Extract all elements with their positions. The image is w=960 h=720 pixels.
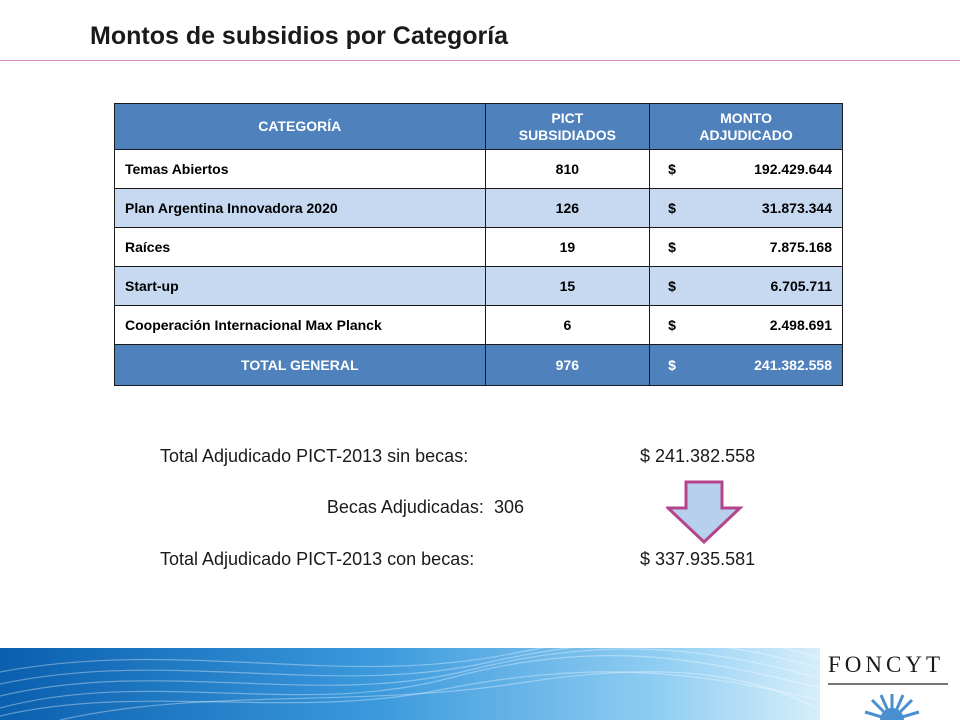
currency-symbol: $ [668, 200, 676, 216]
down-arrow-icon [666, 480, 744, 544]
total-amount: $241.382.558 [649, 344, 843, 386]
table-row: Raíces 19 $7.875.168 [114, 227, 843, 267]
summary-con-becas-label: Total Adjudicado PICT-2013 con becas: [160, 549, 475, 569]
page-title: Montos de subsidios por Categoría [90, 22, 509, 50]
summary-becas-label: Becas Adjudicadas: [326, 497, 484, 517]
title-divider [0, 60, 960, 61]
total-pict: 976 [484, 344, 651, 386]
currency-symbol: $ [668, 239, 676, 255]
currency-symbol: $ [668, 161, 676, 177]
row-amount: $7.875.168 [649, 227, 843, 267]
logo-subtitle-line [828, 683, 948, 685]
summary-sin-becas-value: $ 241.382.558 [640, 446, 756, 466]
row-pict: 810 [484, 149, 651, 189]
summary-sin-becas-label: Total Adjudicado PICT-2013 sin becas: [160, 446, 469, 466]
row-pict: 6 [484, 305, 651, 345]
summary-becas: Becas Adjudicadas: 306 [327, 497, 524, 518]
currency-symbol: $ [668, 317, 676, 333]
row-amount: $6.705.711 [649, 266, 843, 306]
row-pict: 15 [484, 266, 651, 306]
summary-becas-value: 306 [493, 497, 524, 517]
row-category: Start-up [114, 266, 486, 306]
row-category: Cooperación Internacional Max Planck [114, 305, 486, 345]
logo-text: FONCYT [828, 652, 945, 677]
header-monto: MONTO ADJUDICADO [649, 103, 843, 150]
decorative-wave-banner [0, 648, 820, 720]
row-category: Raíces [114, 227, 486, 267]
row-pict: 19 [484, 227, 651, 267]
currency-symbol: $ [668, 278, 676, 294]
header-category: CATEGORÍA [114, 103, 486, 150]
header-pict: PICT SUBSIDIADOS [484, 103, 651, 150]
table-row: Temas Abiertos 810 $192.429.644 [114, 149, 843, 189]
table-total-row: TOTAL GENERAL 976 $241.382.558 [114, 344, 843, 386]
subsidies-table: CATEGORÍA PICT SUBSIDIADOS MONTO ADJUDICAD… [114, 103, 843, 386]
table-row: Start-up 15 $6.705.711 [114, 266, 843, 306]
row-pict: 126 [484, 188, 651, 228]
row-amount: $192.429.644 [649, 149, 843, 189]
table-row: Plan Argentina Innovadora 2020 126 $31.8… [114, 188, 843, 228]
table-row: Cooperación Internacional Max Planck 6 $… [114, 305, 843, 345]
row-category: Plan Argentina Innovadora 2020 [114, 188, 486, 228]
row-amount: $31.873.344 [649, 188, 843, 228]
summary-con-becas-value: $ 337.935.581 [640, 549, 756, 569]
total-label: TOTAL GENERAL [114, 344, 486, 386]
table-header-row: CATEGORÍA PICT SUBSIDIADOS MONTO ADJUDICAD… [114, 103, 843, 150]
row-amount: $2.498.691 [649, 305, 843, 345]
currency-symbol: $ [668, 357, 676, 373]
foncyt-logo: FONCYT [822, 650, 960, 720]
row-category: Temas Abiertos [114, 149, 486, 189]
sun-emblem-icon [864, 694, 920, 720]
